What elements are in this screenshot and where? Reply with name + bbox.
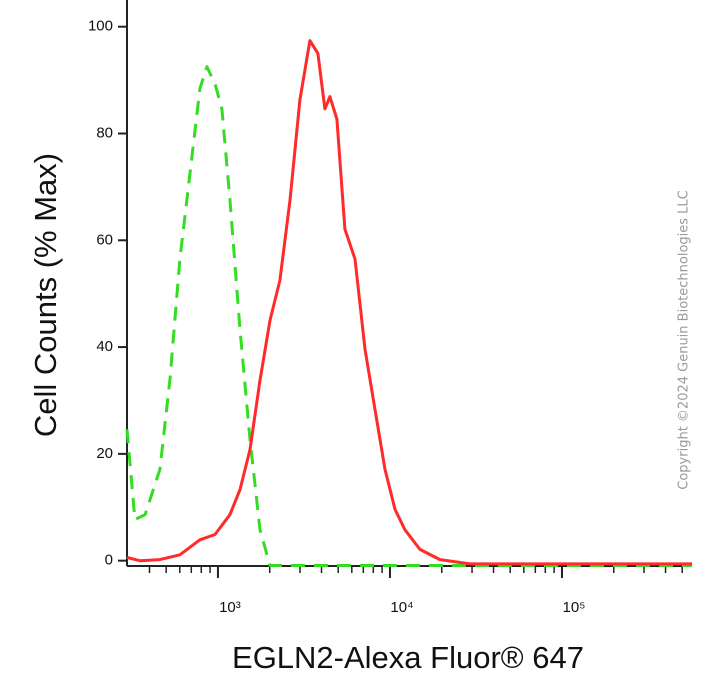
y-tick-label: 40 <box>96 338 113 355</box>
x-axis-title: EGLN2-Alexa Fluor® 647 <box>232 640 584 675</box>
y-tick-label: 100 <box>88 18 113 35</box>
x-tick-label: 10³ <box>219 599 241 616</box>
x-tick-label: 10⁴ <box>390 599 413 616</box>
y-tick-label: 20 <box>96 445 113 462</box>
histogram-line <box>126 39 692 566</box>
x-tick-label: 10⁵ <box>563 599 586 616</box>
y-tick-label: 80 <box>96 124 113 141</box>
watermark: Copyright ©2024 Genuin Biotechnologies L… <box>677 190 692 489</box>
histogram-line <box>125 65 692 567</box>
y-tick-label: 0 <box>105 552 113 569</box>
y-tick-label: 60 <box>96 231 113 248</box>
y-axis-title: Cell Counts (% Max) <box>28 153 63 437</box>
